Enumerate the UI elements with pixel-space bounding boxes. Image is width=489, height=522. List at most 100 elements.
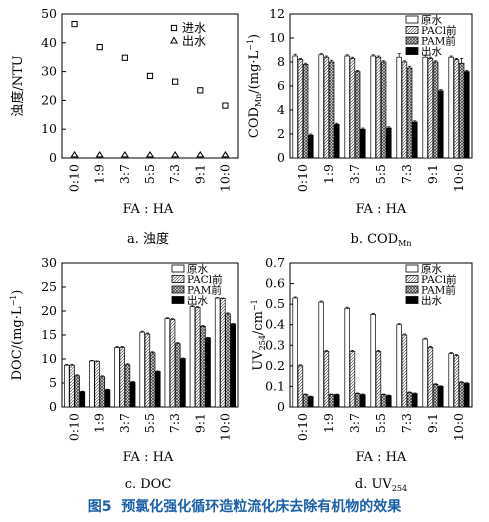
x-tick-label: 7:3 (167, 413, 182, 433)
panel-caption-text: c. DOC (125, 477, 172, 492)
y-tick-label: 20 (41, 303, 57, 318)
legend-label: 出水 (421, 45, 442, 58)
y-tick-label: 30 (41, 64, 57, 79)
figure-title: 预氯化强化循环造粒流化床去除有机物的效果 (121, 499, 402, 515)
data-point-0 (146, 72, 154, 80)
figure-caption: 图5 预氯化强化循环造粒流化床去除有机物的效果 (0, 496, 489, 516)
legend-swatch (171, 285, 185, 294)
bar-out (205, 337, 211, 408)
x-tick-label: 9:1 (425, 413, 440, 433)
bar-pam (354, 71, 361, 159)
y-tick-label: 10 (269, 30, 285, 45)
plot-frame (61, 13, 239, 159)
bar-raw (292, 55, 298, 159)
bar-out (438, 90, 444, 159)
y-tick-label: 5 (49, 375, 57, 390)
legend-label: PAM前 (421, 284, 456, 297)
bar-raw (448, 353, 454, 408)
bar-raw (370, 55, 376, 159)
x-axis-title: FA : HA (123, 202, 174, 217)
chart-panel-d: 0 0.1 0.2 0.3 0.4 0.5 0.6 0.7 0:10 1:9 3:7 5:5 7:3 9:… (250, 255, 473, 493)
y-axis-title-part: UV (251, 350, 266, 371)
panel-caption-text: a. 浊度 (127, 231, 169, 247)
y-tick-label: 0.6 (265, 276, 285, 291)
x-tick-label: 3:7 (117, 164, 132, 184)
y-axis-title-part: COD (247, 107, 262, 138)
bar-out (412, 393, 418, 408)
y-tick-label: 4 (277, 102, 285, 117)
x-tick-label: 10:0 (217, 413, 232, 441)
data-point-1 (70, 150, 79, 158)
bar-out (386, 395, 392, 408)
legend-label: 进水 (182, 21, 206, 35)
bar-out (334, 124, 340, 159)
bar-pam (302, 394, 309, 408)
figure-number: 图5 (87, 499, 112, 515)
bar-pacl (220, 298, 226, 408)
x-tick-label: 10:0 (451, 413, 466, 441)
y-axis-title-part: /cm (251, 311, 266, 335)
x-tick-label: 5:5 (142, 413, 157, 433)
panel-caption-text: d. UV (355, 477, 393, 492)
bar-pam (149, 352, 156, 408)
bar-pam (432, 61, 439, 159)
y-tick-label: 0.4 (265, 317, 285, 332)
bar-out (412, 121, 418, 159)
legend-swatch (405, 15, 419, 24)
x-tick-label: 0:10 (67, 164, 82, 192)
bar-out (360, 128, 366, 159)
bar-out (79, 391, 86, 408)
panel-caption: b. CODMn (351, 232, 412, 248)
bar-pam (458, 62, 465, 159)
legend-swatch (405, 296, 419, 304)
panel-caption: d. UV254 (355, 477, 407, 493)
legend-label: 出水 (421, 294, 442, 307)
x-tick-label: 7:3 (399, 164, 414, 184)
y-tick-label: 15 (41, 327, 57, 342)
y-axis-title: UV254/cm−1 (250, 299, 267, 370)
bar-raw (292, 297, 298, 408)
x-tick-label: 3:7 (117, 413, 132, 433)
x-tick-label: 7:3 (399, 413, 414, 433)
y-tick-label: 0 (277, 399, 285, 414)
legend-swatch (405, 26, 419, 34)
y-axis-title: CODMn/(mg·L−1) (246, 34, 263, 138)
bar-out (230, 323, 236, 408)
legend-label: PACl前 (421, 273, 457, 286)
legend-swatch (405, 36, 419, 45)
y-tick-label: 0 (49, 399, 57, 414)
bar-pacl (427, 58, 434, 159)
x-tick-label: 0:10 (295, 413, 310, 441)
bar-raw (89, 360, 95, 408)
data-point-0 (197, 87, 204, 94)
data-point-0 (96, 44, 103, 51)
data-point-1 (221, 150, 230, 158)
bar-pacl (169, 319, 176, 408)
y-axis-title-part: −1 (250, 299, 259, 311)
bar-pam (302, 64, 309, 159)
bar-raw (396, 56, 402, 159)
x-tick-label: 9:1 (192, 413, 207, 433)
x-tick-label: 5:5 (373, 164, 388, 184)
bar-out (180, 358, 186, 408)
y-axis-title-part: Mn (254, 94, 263, 107)
y-tick-label: 10 (41, 121, 57, 136)
data-point-1 (120, 150, 129, 158)
bar-pam (354, 393, 361, 408)
bar-raw (189, 306, 196, 408)
legend-swatch (171, 275, 185, 283)
data-point-0 (71, 20, 78, 28)
y-tick-label: 40 (41, 35, 57, 50)
bar-pacl (375, 351, 382, 408)
y-tick-label: 12 (269, 6, 285, 21)
x-tick-label: 3:7 (347, 413, 362, 433)
y-axis-title-part: −1 (9, 295, 18, 307)
y-tick-label: 25 (41, 279, 57, 294)
legend-swatch (405, 47, 419, 55)
y-tick-label: 50 (41, 6, 57, 21)
bar-out (155, 371, 161, 408)
y-axis-title: 浊度/NTU (10, 55, 26, 116)
bar-pacl (349, 58, 356, 159)
bar-pacl (144, 333, 151, 408)
data-point-1 (95, 150, 104, 158)
